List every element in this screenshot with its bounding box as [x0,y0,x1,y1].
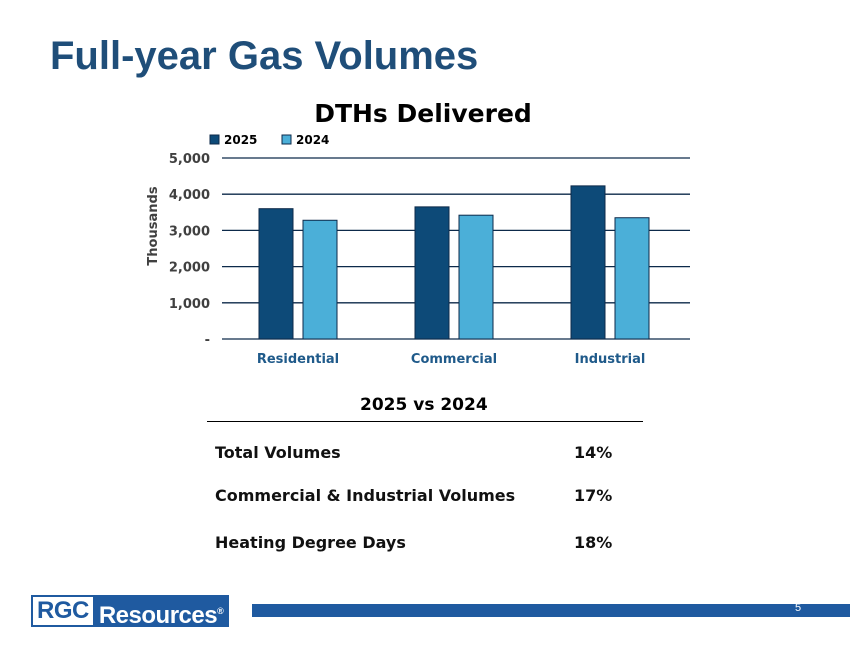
logo-resources-text: Resources® [94,595,230,629]
x-tick-label: Residential [257,352,339,367]
x-tick-label: Industrial [575,352,646,367]
legend-label-2024: 2024 [296,133,329,147]
comparison-row-value: 14% [574,443,613,462]
comparison-row: Heating Degree Days 18% [215,533,615,557]
bar-2024-residential [302,219,338,340]
comparison-row: Commercial & Industrial Volumes 17% [215,486,615,510]
bar-2024-commercial [458,214,494,340]
comparison-row-label: Heating Degree Days [215,533,406,552]
legend-label-2025: 2025 [224,133,257,147]
bar-2024-industrial [614,217,650,340]
logo-registered-mark: ® [217,606,224,616]
y-tick-label: 4,000 [169,188,210,203]
bar-chart: DTHs Delivered - 1,000 2,000 3,000 4,000 5,000… [146,99,690,367]
legend-swatch-2025 [209,134,220,145]
legend-swatch-2024 [281,134,292,145]
page-number: 5 [795,602,802,614]
rgc-resources-logo: RGC Resources® [31,595,230,629]
y-axis-label: Thousands [146,186,161,265]
y-tick-label: 2,000 [169,261,210,276]
comparison-divider [207,421,643,422]
comparison-row-value: 18% [574,533,613,552]
y-tick-label: 1,000 [169,297,210,312]
comparison-row-label: Total Volumes [215,443,341,462]
bar-2025-commercial [414,206,450,340]
comparison-title: 2025 vs 2024 [360,395,488,415]
footer-bar [252,604,850,617]
logo-resources-word: Resources [98,602,218,629]
x-tick-label: Commercial [411,352,497,367]
bar-2025-industrial [570,185,606,340]
y-tick-label: 5,000 [169,152,210,167]
y-tick-label: - [205,333,210,348]
comparison-row-value: 17% [574,486,613,505]
slide-title: Full-year Gas Volumes [50,34,479,78]
bar-2025-residential [258,208,294,340]
logo-rgc-text: RGC [31,595,95,627]
chart-title: DTHs Delivered [314,99,532,128]
comparison-row: Total Volumes 14% [215,443,615,467]
y-tick-label: 3,000 [169,224,210,239]
comparison-row-label: Commercial & Industrial Volumes [215,486,516,505]
